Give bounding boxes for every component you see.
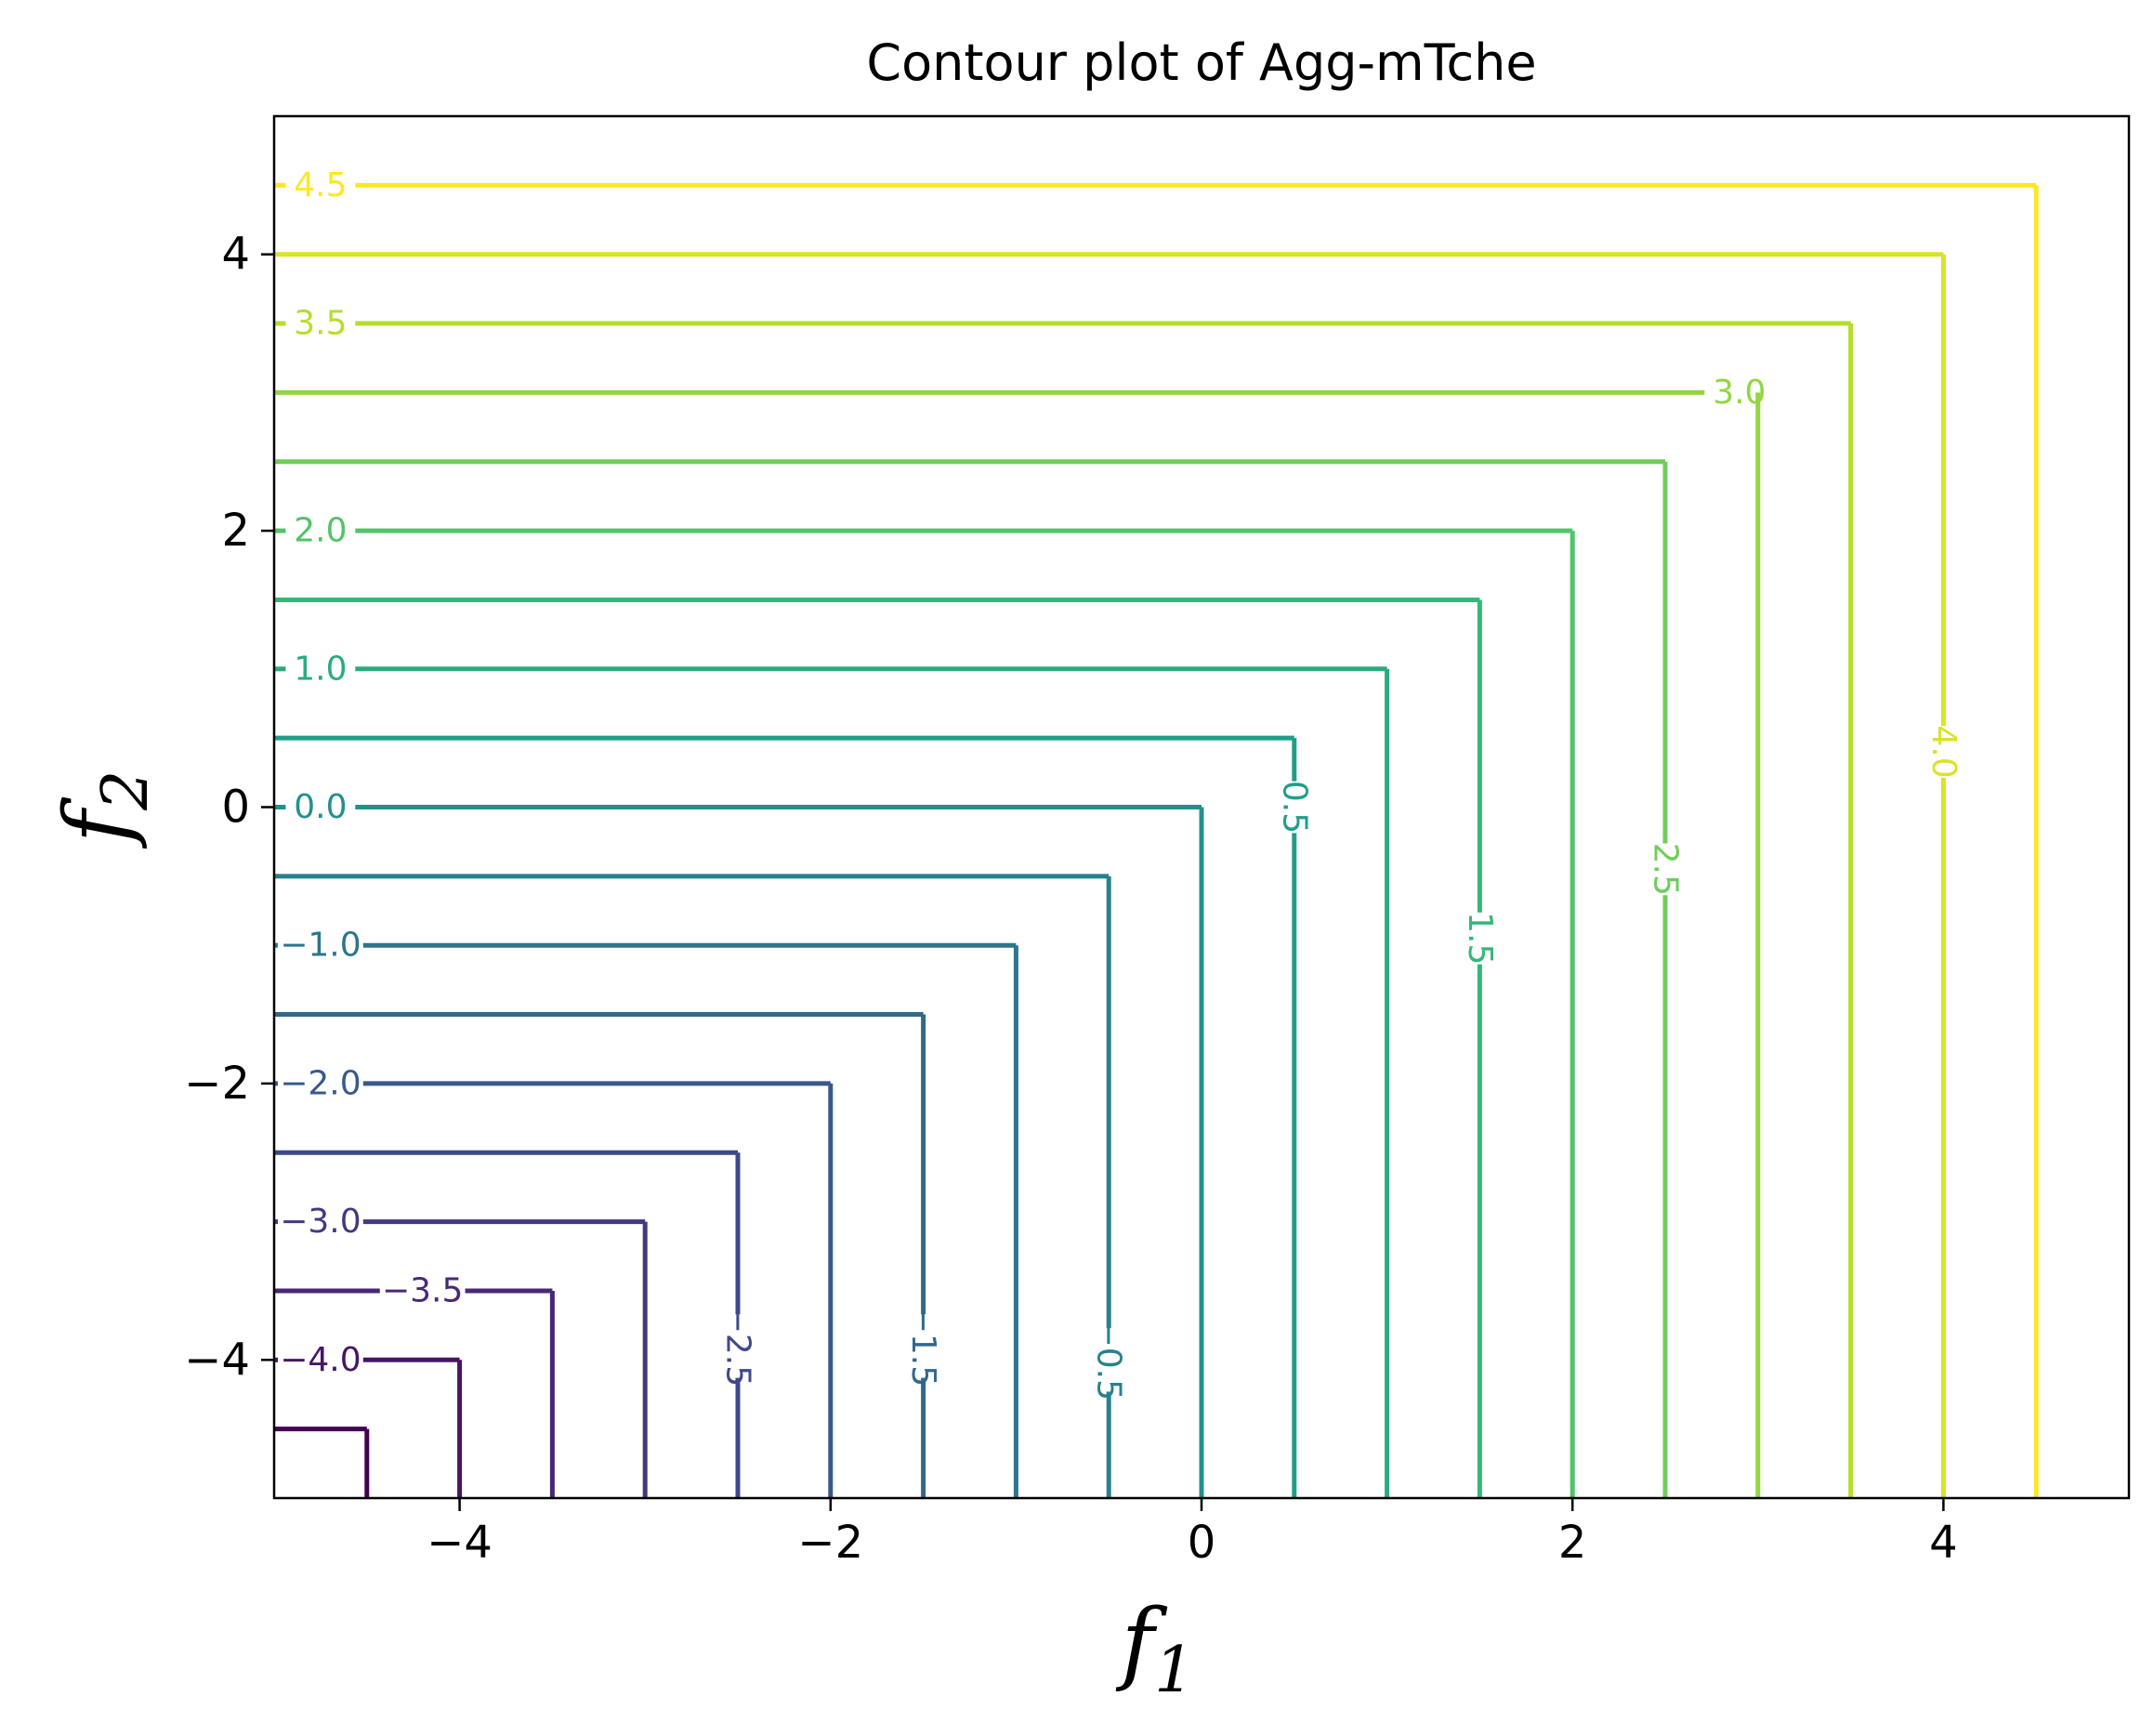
contour-label: 1.0 — [294, 650, 347, 688]
x-axis-ticks: −4 −2 0 2 4 — [427, 1498, 1958, 1569]
contour-label: 1.5 — [1461, 912, 1499, 965]
contour-label: 3.0 — [1713, 374, 1766, 412]
y-tick-label: −4 — [184, 1334, 250, 1386]
y-axis-ticks: −4 −2 0 2 4 — [184, 229, 274, 1386]
contour-label: 2.5 — [1647, 843, 1685, 896]
y-tick-label: 2 — [221, 505, 250, 557]
contour-label: 2.0 — [294, 512, 347, 550]
contour-label: −4.0 — [280, 1341, 361, 1379]
y-tick-label: −2 — [184, 1058, 250, 1110]
contour-label: 0.0 — [294, 788, 347, 826]
y-tick-label: 4 — [221, 229, 250, 281]
contour-label: 4.5 — [294, 166, 347, 204]
contour-label: −2.0 — [280, 1064, 361, 1102]
x-tick-label: −2 — [797, 1517, 863, 1569]
contour-label: −3.0 — [280, 1203, 361, 1241]
contour-label: −2.5 — [719, 1306, 757, 1387]
contour-label: 3.5 — [294, 305, 347, 343]
chart-title: Contour plot of Agg-mTche — [866, 33, 1536, 92]
contour-label: −3.5 — [382, 1271, 463, 1309]
x-tick-label: −4 — [427, 1517, 493, 1569]
contour-label: −0.5 — [1090, 1320, 1128, 1401]
contour-label: −1.0 — [280, 927, 361, 965]
x-tick-label: 0 — [1188, 1517, 1216, 1569]
contour-label: −1.5 — [904, 1306, 942, 1387]
x-tick-label: 4 — [1929, 1517, 1958, 1569]
y-tick-label: 0 — [221, 782, 250, 834]
contour-labels: 4.5 3.5 3.0 2.0 1.0 0.0 −1.0 −2.0 −3.0 −3.5 −4.0 0.… — [280, 166, 1963, 1401]
contour-lines — [274, 182, 2039, 1498]
x-tick-label: 2 — [1558, 1517, 1587, 1569]
contour-label: 0.5 — [1275, 781, 1313, 834]
contour-label: 4.0 — [1924, 725, 1963, 778]
